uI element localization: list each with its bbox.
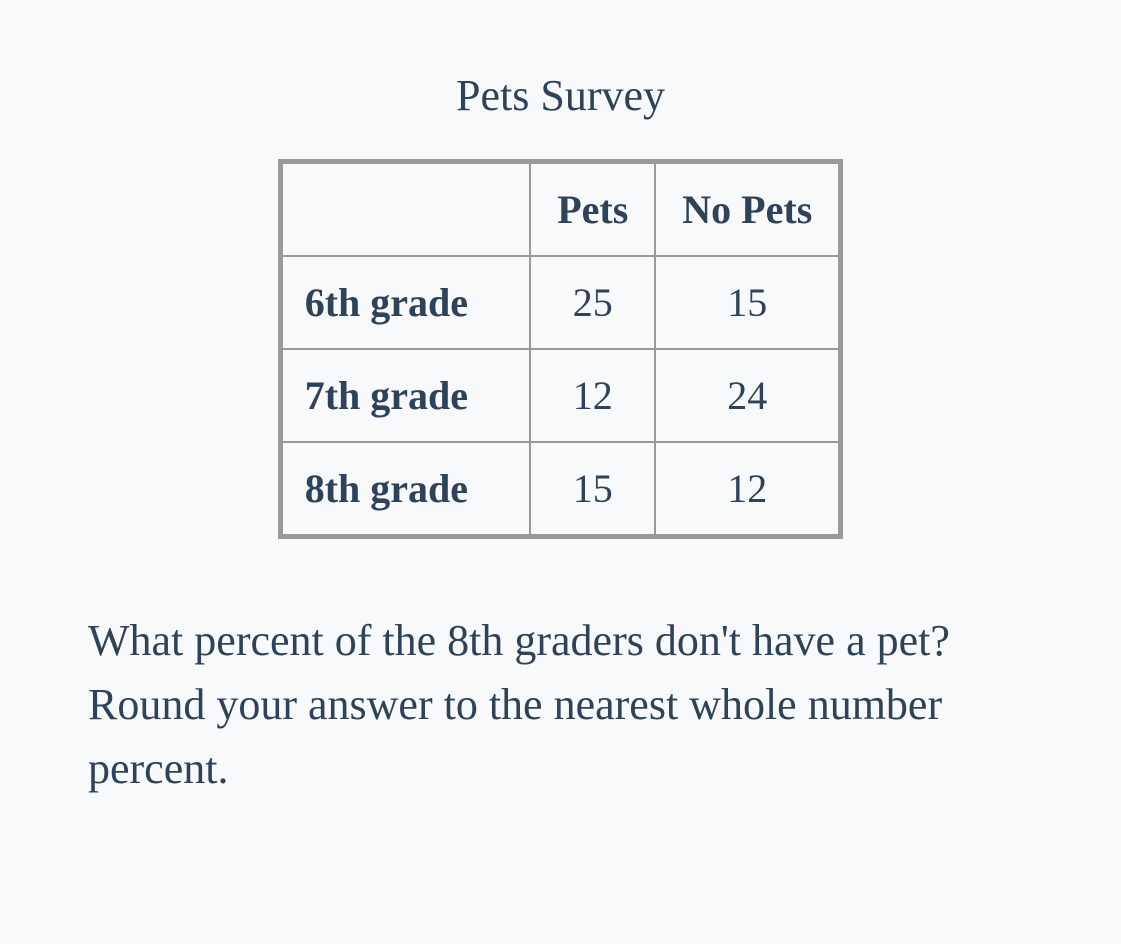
row-label: 6th grade	[280, 256, 530, 349]
table-header-row: Pets No Pets	[280, 162, 841, 257]
page-container: Pets Survey Pets No Pets 6th grade 25 15…	[0, 0, 1121, 840]
cell-value: 12	[655, 442, 840, 537]
survey-table: Pets No Pets 6th grade 25 15 7th grade 1…	[278, 159, 844, 539]
table-wrap: Pets No Pets 6th grade 25 15 7th grade 1…	[88, 159, 1033, 539]
cell-value: 12	[530, 349, 655, 442]
row-label: 7th grade	[280, 349, 530, 442]
column-header-pets: Pets	[530, 162, 655, 257]
column-header-no-pets: No Pets	[655, 162, 840, 257]
table-row: 7th grade 12 24	[280, 349, 841, 442]
row-label: 8th grade	[280, 442, 530, 537]
cell-value: 15	[655, 256, 840, 349]
cell-value: 15	[530, 442, 655, 537]
cell-value: 25	[530, 256, 655, 349]
page-title: Pets Survey	[88, 70, 1033, 121]
table-row: 6th grade 25 15	[280, 256, 841, 349]
table-row: 8th grade 15 12	[280, 442, 841, 537]
question-text: What percent of the 8th graders don't ha…	[88, 609, 1033, 800]
table-corner-cell	[280, 162, 530, 257]
cell-value: 24	[655, 349, 840, 442]
